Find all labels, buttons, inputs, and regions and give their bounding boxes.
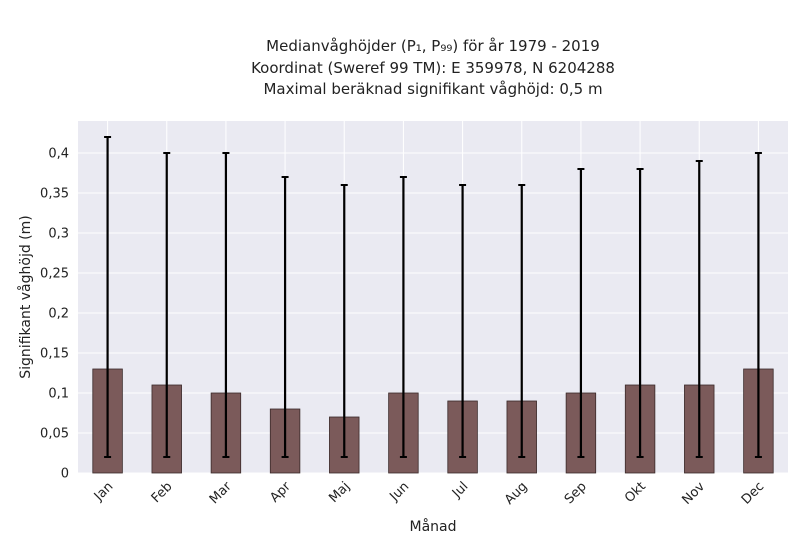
chart-title: Medianvåghöjder (P₁, P₉₉) för år 1979 - … (251, 37, 615, 98)
y-tick-label: 0,2 (48, 307, 69, 322)
error-bars (104, 136, 762, 458)
x-tick-label: Jan (91, 479, 116, 504)
chart-title-line: Medianvåghöjder (P₁, P₉₉) för år 1979 - … (266, 37, 600, 55)
error-bar-maj (340, 184, 348, 458)
error-bar-dec (754, 152, 762, 458)
y-tick-label: 0,1 (48, 387, 69, 402)
error-bar-jun (399, 176, 407, 458)
y-axis-label: Signifikant våghöjd (m) (17, 215, 34, 378)
x-tick-label: Maj (326, 479, 353, 506)
error-bar-jul (459, 184, 467, 458)
y-axis-ticks: 0 0,05 0,1 0,15 0,2 0,25 0,3 0,35 0,4 (40, 147, 69, 482)
x-tick-label: Feb (149, 479, 176, 506)
chart-title-line: Koordinat (Sweref 99 TM): E 359978, N 62… (251, 59, 615, 77)
y-tick-label: 0,35 (40, 187, 69, 202)
error-bar-apr (281, 176, 289, 458)
y-tick-label: 0,25 (40, 267, 69, 282)
error-bar-feb (163, 152, 171, 458)
error-bar-okt (636, 168, 644, 458)
x-axis-ticks: Jan Feb Mar Apr Maj Jun Jul Aug Sep Okt Nov Dec (91, 479, 767, 508)
x-tick-label: Dec (739, 479, 767, 507)
y-tick-label: 0,05 (40, 427, 69, 442)
chart-title-line: Maximal beräknad signifikant våghöjd: 0,… (263, 80, 602, 98)
error-bar-nov (695, 160, 703, 458)
error-bar-sep (577, 168, 585, 458)
error-bar-mar (222, 152, 230, 458)
x-tick-label: Jun (387, 479, 413, 505)
x-tick-label: Nov (680, 479, 709, 508)
y-tick-label: 0,3 (48, 227, 69, 242)
x-tick-label: Aug (502, 479, 531, 508)
x-axis-label: Månad (410, 518, 457, 535)
plot-area (78, 121, 788, 473)
error-bar-aug (518, 184, 526, 458)
x-tick-label: Apr (267, 479, 294, 506)
y-tick-label: 0,15 (40, 347, 69, 362)
x-tick-label: Jul (449, 479, 471, 501)
x-tick-label: Okt (622, 479, 649, 506)
y-tick-label: 0 (61, 467, 69, 482)
x-tick-label: Mar (207, 479, 235, 507)
y-tick-label: 0,4 (48, 147, 69, 162)
x-tick-label: Sep (562, 479, 590, 507)
error-bar-jan (104, 136, 112, 458)
